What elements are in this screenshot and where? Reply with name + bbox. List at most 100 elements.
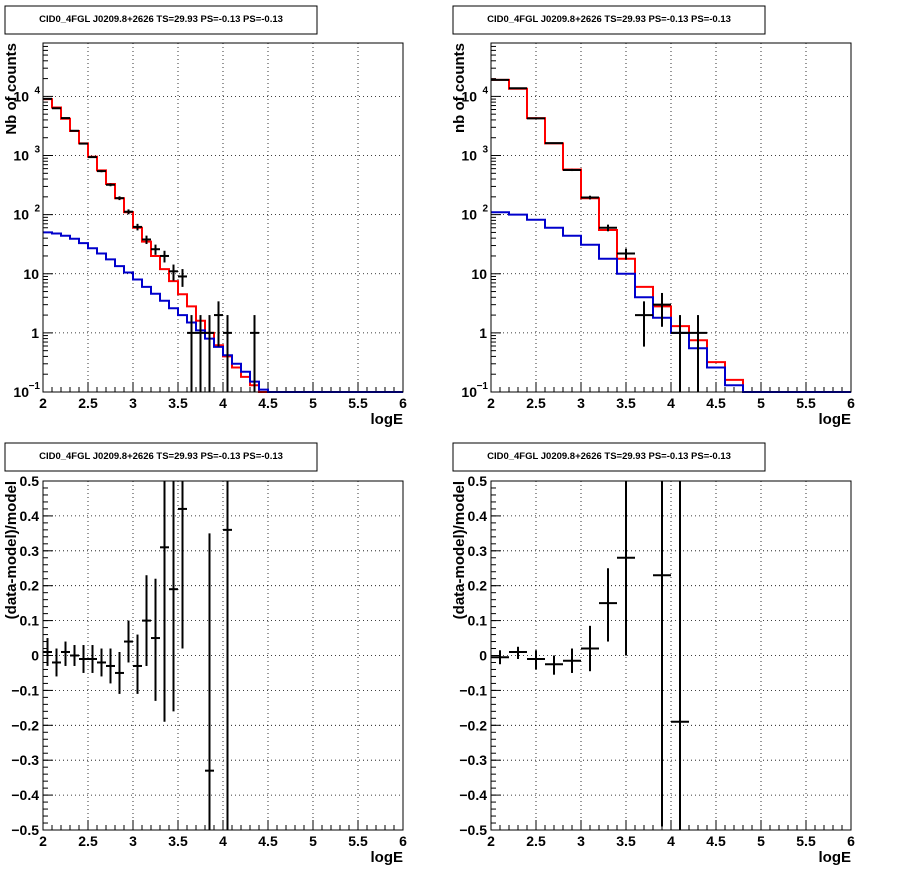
x-tick-label: 5 [309, 833, 317, 849]
x-tick-label: 5.5 [348, 395, 368, 411]
plot-frame [490, 42, 852, 393]
x-tick-label: 2 [39, 395, 47, 411]
y-tick-label: −0.3 [459, 752, 487, 768]
x-tick-label: 5.5 [796, 833, 816, 849]
y-tick-label: 0.1 [468, 613, 488, 629]
chart-title: CID0_4FGL J0209.8+2626 TS=29.93 PS=-0.13… [39, 14, 283, 25]
x-tick-label: 5.5 [348, 833, 368, 849]
chart-panel-2: CID0_4FGL J0209.8+2626 TS=29.93 PS=-0.13… [451, 5, 855, 428]
y-tick-label: −0.1 [11, 682, 39, 698]
y-axis-title: (data-model)/model [451, 481, 468, 619]
x-tick-label: 3 [577, 395, 585, 411]
chart-title: CID0_4FGL J0209.8+2626 TS=29.93 PS=-0.13… [487, 14, 731, 25]
x-axis-title: logE [819, 849, 852, 866]
x-tick-label: 4 [219, 833, 227, 849]
y-tick-exponent: 3 [482, 145, 488, 156]
plot-frame [42, 42, 404, 393]
y-tick-label: −0.1 [459, 682, 487, 698]
y-tick-label: 10 [23, 266, 39, 282]
x-tick-label: 4 [667, 395, 675, 411]
plot-frame [42, 480, 404, 831]
x-tick-label: 3 [577, 833, 585, 849]
y-tick-label: 10 [461, 148, 477, 164]
x-tick-label: 5 [757, 833, 765, 849]
y-tick-label: 0.1 [20, 613, 40, 629]
chart-title-box [4, 5, 318, 35]
x-tick-label: 2.5 [78, 833, 98, 849]
y-tick-label: 10 [13, 148, 29, 164]
chart-title-box [4, 442, 318, 472]
x-tick-label: 4.5 [706, 395, 726, 411]
x-tick-label: 5 [309, 395, 317, 411]
chart-panel-4: CID0_4FGL J0209.8+2626 TS=29.93 PS=-0.13… [451, 442, 855, 866]
y-tick-label: 0.4 [20, 508, 40, 524]
x-tick-label: 2 [487, 833, 495, 849]
x-tick-label: 2.5 [78, 395, 98, 411]
y-tick-exponent: 3 [34, 145, 40, 156]
chart-title: CID0_4FGL J0209.8+2626 TS=29.93 PS=-0.13… [39, 451, 283, 462]
x-tick-label: 5.5 [796, 395, 816, 411]
x-tick-label: 4 [667, 833, 675, 849]
y-tick-label: 0.5 [468, 473, 488, 489]
y-tick-label: 10 [461, 207, 477, 223]
y-axis-title: nb of counts [451, 43, 468, 133]
y-tick-label: −0.5 [11, 822, 39, 838]
y-axis-title: (data-model)/model [3, 481, 20, 619]
x-tick-label: 3.5 [168, 395, 188, 411]
background-model-histogram [43, 231, 403, 393]
x-tick-label: 5 [757, 395, 765, 411]
x-tick-label: 6 [847, 833, 855, 849]
y-tick-label: 10 [461, 88, 477, 104]
x-tick-label: 3.5 [168, 833, 188, 849]
y-tick-label: 0.3 [20, 543, 40, 559]
y-tick-label: 0.4 [468, 508, 488, 524]
y-tick-exponent: 2 [482, 204, 488, 215]
x-axis-title: logE [371, 411, 404, 428]
x-axis-title: logE [819, 411, 852, 428]
y-tick-label: 0 [31, 648, 39, 664]
x-tick-label: 3.5 [616, 395, 636, 411]
y-tick-label: −0.2 [459, 717, 487, 733]
y-tick-label: −0.5 [459, 822, 487, 838]
x-tick-label: 4 [219, 395, 227, 411]
y-tick-label: −0.2 [11, 717, 39, 733]
y-tick-label: −0.4 [11, 787, 39, 803]
x-tick-label: 2.5 [526, 833, 546, 849]
chart-title-box [452, 5, 766, 35]
x-tick-label: 2 [39, 833, 47, 849]
y-tick-label: 10 [13, 207, 29, 223]
y-tick-label: 1 [479, 325, 487, 341]
y-tick-label: 1 [31, 325, 39, 341]
x-tick-label: 6 [847, 395, 855, 411]
y-axis-title: Nb of counts [3, 43, 20, 135]
x-axis-title: logE [371, 849, 404, 866]
y-tick-label: −0.4 [459, 787, 487, 803]
x-tick-label: 4.5 [258, 833, 278, 849]
x-tick-label: 3 [129, 395, 137, 411]
y-tick-exponent: −1 [477, 381, 489, 392]
x-tick-label: 2.5 [526, 395, 546, 411]
y-tick-label: 0.5 [20, 473, 40, 489]
x-tick-label: 4.5 [706, 833, 726, 849]
chart-panel-1: CID0_4FGL J0209.8+2626 TS=29.93 PS=-0.13… [3, 5, 407, 428]
x-tick-label: 6 [399, 395, 407, 411]
y-tick-exponent: 4 [34, 85, 40, 96]
y-tick-label: 10 [461, 384, 477, 400]
x-tick-label: 3.5 [616, 833, 636, 849]
x-tick-label: 6 [399, 833, 407, 849]
y-tick-label: 0.2 [468, 578, 488, 594]
x-tick-label: 2 [487, 395, 495, 411]
y-tick-label: 0.2 [20, 578, 40, 594]
chart-title: CID0_4FGL J0209.8+2626 TS=29.93 PS=-0.13… [487, 451, 731, 462]
y-tick-exponent: 2 [34, 204, 40, 215]
y-tick-exponent: 4 [482, 85, 488, 96]
y-tick-label: 0 [479, 648, 487, 664]
plot-frame [490, 480, 852, 831]
chart-panel-3: CID0_4FGL J0209.8+2626 TS=29.93 PS=-0.13… [3, 442, 407, 866]
x-tick-label: 4.5 [258, 395, 278, 411]
x-tick-label: 3 [129, 833, 137, 849]
y-tick-label: 0.3 [468, 543, 488, 559]
y-tick-label: 10 [471, 266, 487, 282]
chart-title-box [452, 442, 766, 472]
